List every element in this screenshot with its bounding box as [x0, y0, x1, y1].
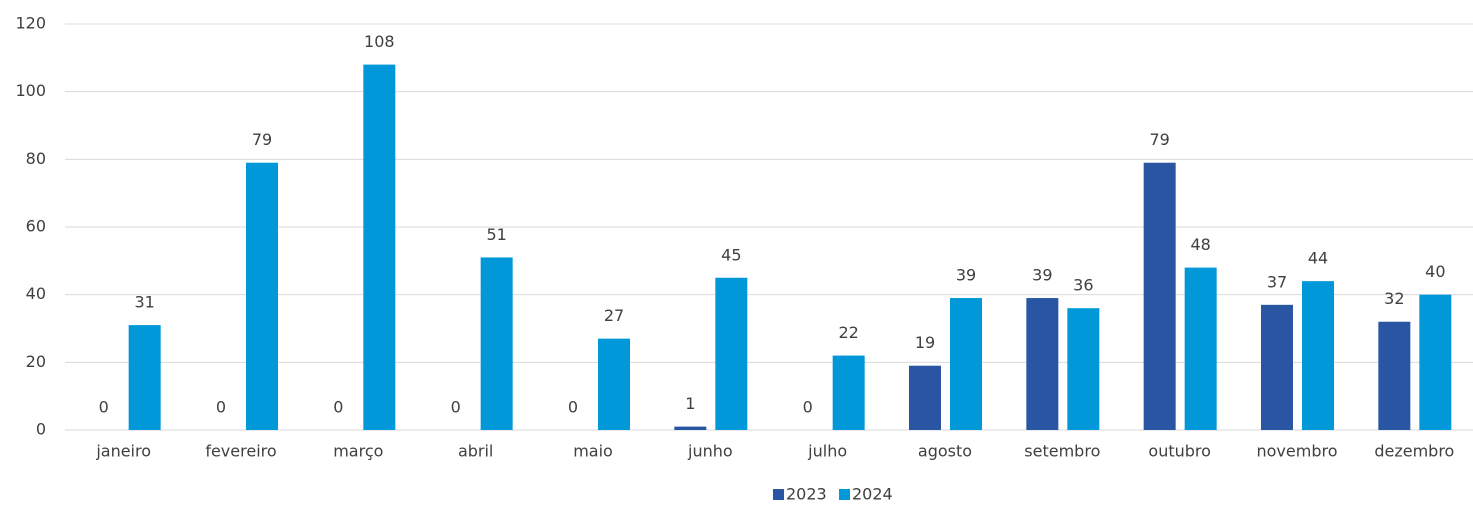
data-label: 37 — [1267, 272, 1287, 291]
bar — [1143, 162, 1176, 430]
data-label: 36 — [1073, 276, 1093, 295]
data-label: 0 — [568, 398, 578, 417]
legend-swatch — [839, 489, 850, 500]
x-tick-label: junho — [687, 442, 733, 461]
bar — [832, 355, 865, 430]
y-tick-label: 80 — [26, 149, 46, 168]
data-label: 27 — [604, 306, 624, 325]
bar — [363, 64, 396, 430]
data-label: 0 — [451, 398, 461, 417]
x-tick-label: abril — [458, 442, 493, 461]
bar — [715, 277, 748, 430]
data-label: 1 — [685, 394, 695, 413]
data-label: 39 — [1032, 266, 1052, 285]
bar — [909, 365, 941, 430]
data-label: 0 — [333, 398, 343, 417]
x-tick-label: outubro — [1148, 442, 1211, 461]
legend-swatch — [773, 489, 784, 500]
data-label: 48 — [1190, 235, 1210, 254]
legend-label: 2024 — [852, 485, 893, 504]
data-label: 79 — [252, 130, 272, 149]
x-tick-label: maio — [573, 442, 613, 461]
y-tick-label: 20 — [26, 352, 46, 371]
bar — [674, 426, 707, 430]
y-tick-label: 60 — [26, 217, 46, 236]
bar — [1302, 281, 1334, 430]
bar — [246, 162, 278, 430]
data-label: 45 — [721, 245, 741, 264]
data-label: 0 — [803, 398, 813, 417]
bar — [1026, 298, 1059, 430]
bar — [128, 325, 161, 430]
y-tick-label: 100 — [15, 81, 46, 100]
x-tick-label: agosto — [918, 442, 972, 461]
bar — [1067, 308, 1100, 430]
bar — [1419, 294, 1452, 430]
bar — [1378, 321, 1411, 430]
data-label: 51 — [486, 225, 506, 244]
data-label: 0 — [216, 398, 226, 417]
x-tick-label: março — [333, 442, 383, 461]
bar — [1184, 267, 1217, 430]
x-tick-label: fevereiro — [205, 442, 276, 461]
x-tick-label: setembro — [1024, 442, 1100, 461]
data-label: 44 — [1308, 249, 1328, 268]
bar — [950, 298, 982, 430]
data-label: 32 — [1384, 289, 1404, 308]
y-tick-label: 0 — [36, 420, 46, 439]
data-label: 40 — [1425, 262, 1445, 281]
data-label: 22 — [838, 323, 858, 342]
data-label: 0 — [99, 398, 109, 417]
x-tick-label: novembro — [1257, 442, 1338, 461]
data-label: 79 — [1149, 130, 1169, 149]
x-tick-label: julho — [807, 442, 847, 461]
y-tick-label: 120 — [15, 14, 46, 33]
data-label: 39 — [956, 266, 976, 285]
data-label: 19 — [915, 333, 935, 352]
data-label: 108 — [364, 32, 395, 51]
data-label: 31 — [134, 293, 154, 312]
x-tick-label: dezembro — [1374, 442, 1454, 461]
bar — [480, 257, 513, 430]
x-tick-label: janeiro — [95, 442, 151, 461]
bar — [1261, 304, 1293, 430]
legend-label: 2023 — [786, 485, 827, 504]
y-tick-label: 40 — [26, 284, 46, 303]
bar — [598, 338, 630, 430]
